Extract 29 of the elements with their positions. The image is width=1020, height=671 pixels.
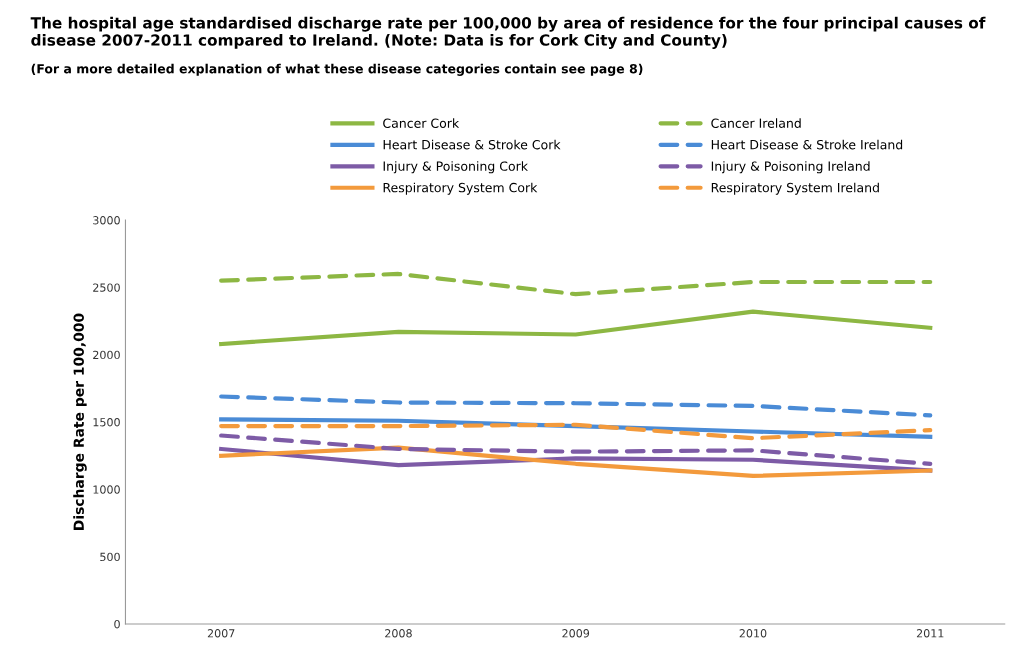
y-tick-label: 3000	[93, 216, 120, 225]
legend-label: Injury & Poisoning Ireland	[711, 161, 870, 174]
y-tick-label: 2000	[93, 350, 120, 360]
legend-label: Respiratory System Ireland	[711, 182, 879, 195]
legend-label: Heart Disease & Stroke Cork	[383, 139, 561, 150]
line-series	[219, 309, 933, 347]
line-series	[219, 433, 933, 466]
y-tick-label: 500	[100, 552, 120, 562]
line-series	[219, 422, 933, 441]
x-tick-label: 2008	[385, 629, 412, 638]
line-series	[219, 445, 933, 479]
y-tick-label: 0	[114, 620, 120, 629]
y-tick-label: 2500	[93, 283, 120, 292]
x-tick-label: 2010	[739, 629, 767, 638]
y-tick-label: 1000	[93, 485, 120, 494]
legend-label: Cancer Cork	[383, 118, 460, 128]
x-tick-label: 2009	[562, 629, 590, 638]
chart-title: The hospital age standardised discharge rate per 100,000 by area of residence for the four principal causes of disease 2007-2011 compared to Ireland. (Note: Data is for Cork City and County)	[30, 16, 986, 49]
legend-label: Respiratory System Cork	[383, 182, 538, 195]
chart-subtitle: (For a more detailed explanation of what these disease categories contain see page 8)	[31, 63, 643, 76]
x-tick-label: 2011	[916, 629, 944, 638]
line-series	[219, 394, 933, 418]
line-series	[219, 271, 933, 297]
x-tick-label: 2007	[207, 629, 235, 638]
legend-label: Cancer Ireland	[711, 118, 801, 128]
y-axis-title: Discharge Rate per 100,000	[73, 313, 87, 530]
y-tick-label: 1500	[93, 418, 120, 427]
legend-label: Heart Disease & Stroke Ireland	[711, 139, 903, 150]
legend-label: Injury & Poisoning Cork	[383, 161, 528, 174]
